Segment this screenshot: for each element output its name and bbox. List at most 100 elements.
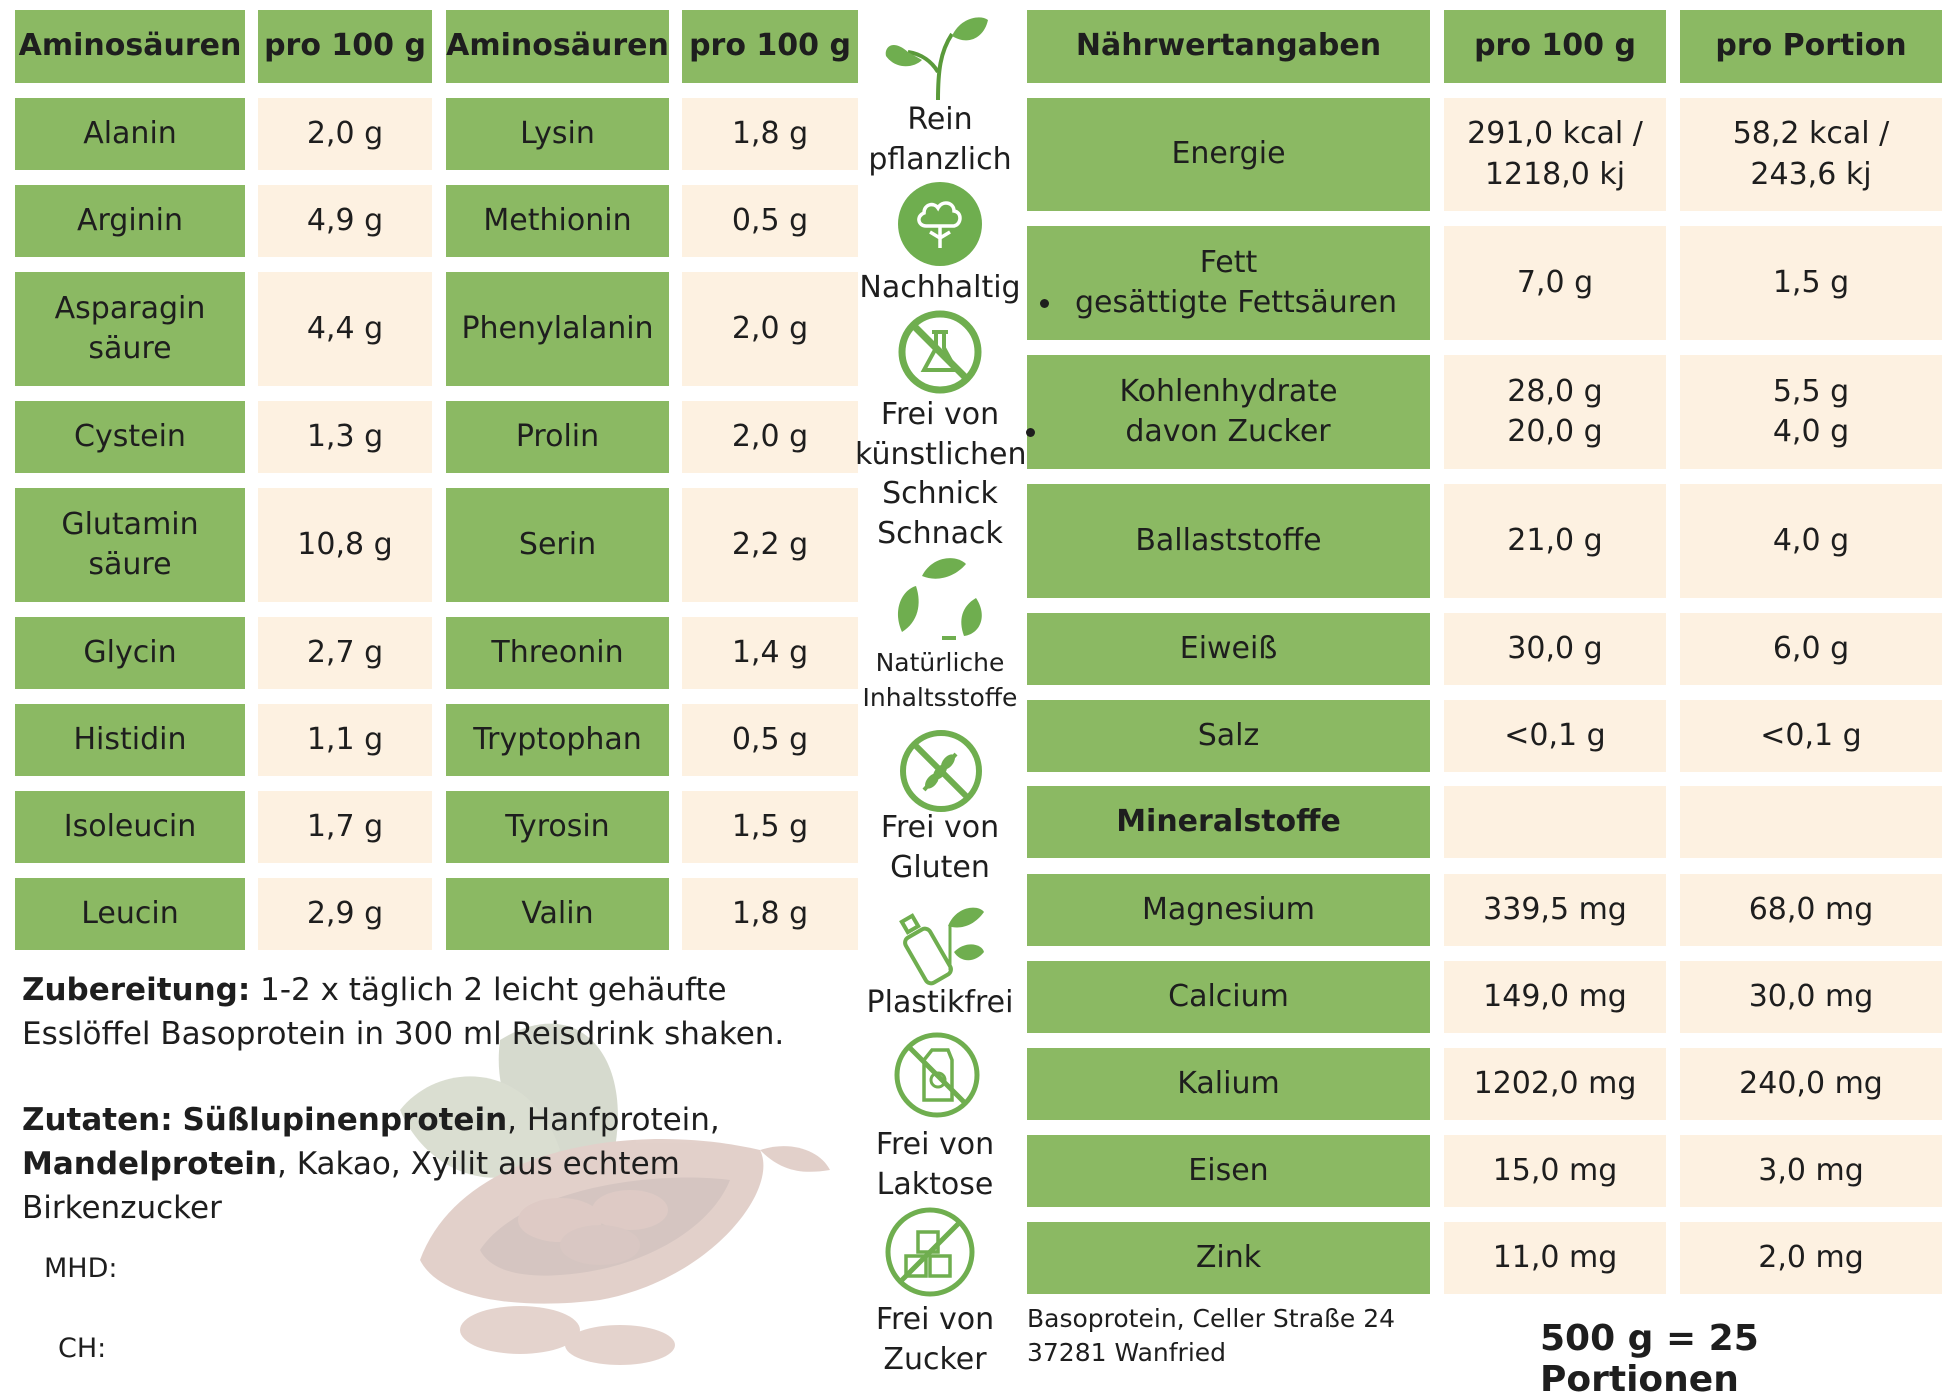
amino-right-value-7: 1,5 g: [682, 791, 858, 863]
amino-right-name-3: Prolin: [446, 401, 669, 473]
mineral-portion-3: 3,0 mg: [1680, 1135, 1942, 1207]
amino-left-header-name: Aminosäuren: [15, 10, 245, 83]
nutrition-fett-name: Fett gesättigte Fettsäuren: [1027, 226, 1430, 340]
address: Basoprotein, Celler Straße 24 37281 Wanf…: [1027, 1302, 1395, 1370]
nutrition-header-name: Nährwertangaben: [1027, 10, 1430, 83]
sugar-free-icon: [885, 1207, 975, 1297]
zubereitung-label: Zubereitung:: [22, 972, 251, 1008]
badge-label-natuerlich: Natürliche Inhaltsstoffe: [862, 648, 1018, 712]
amino-right-name-0: Lysin: [446, 98, 669, 170]
nutrition-ballast-name: Ballaststoffe: [1027, 484, 1430, 598]
no-chemicals-icon: [898, 310, 982, 394]
badge-label-pflanzlich: Rein pflanzlich: [868, 102, 1012, 177]
recycle-leaves-icon: [897, 558, 982, 640]
cotton-plant-icon: [898, 182, 982, 266]
amino-right-name-5: Threonin: [446, 617, 669, 689]
amino-right-name-1: Methionin: [446, 185, 669, 257]
badge-label-plastik: Plastikfrei: [866, 985, 1014, 1020]
zutaten-rest: , Kakao, Xyilit aus echtem Birkenzucker: [22, 1146, 680, 1227]
amino-right-name-4: Serin: [446, 488, 669, 602]
amino-right-value-3: 2,0 g: [682, 401, 858, 473]
amino-right-name-7: Tyrosin: [446, 791, 669, 863]
amino-right-value-2: 2,0 g: [682, 272, 858, 386]
amino-left-value-4: 10,8 g: [258, 488, 432, 602]
nutrition-ballast-100g: 21,0 g: [1444, 484, 1666, 598]
lactose-free-icon: [894, 1032, 980, 1118]
zutaten-item2: Mandelprotein: [22, 1146, 277, 1183]
nutrition-kh-sub: davon Zucker: [1125, 414, 1331, 449]
nutrition-salz-name: Salz: [1027, 700, 1430, 772]
bullet-icon: [1040, 298, 1050, 308]
nutrition-kh-name: Kohlenhydrate davon Zucker: [1026, 355, 1430, 469]
amino-left-value-5: 2,7 g: [258, 617, 432, 689]
badge-label-nachhaltig: Nachhaltig: [859, 270, 1021, 305]
mineral-name-4: Zink: [1027, 1222, 1430, 1294]
amino-left-name-7: Isoleucin: [15, 791, 245, 863]
nutrition-kh-100g-b: 20,0 g: [1507, 414, 1603, 449]
ch-label: CH:: [58, 1333, 107, 1364]
nutrition-energie-name: Energie: [1027, 98, 1430, 211]
plant-sprout-icon: [885, 17, 988, 101]
nutrition-fett-sub: gesättigte Fettsäuren: [1075, 285, 1397, 320]
zutaten-label: Zutaten:: [22, 1102, 173, 1138]
plastic-free-icon: [899, 907, 984, 986]
mineral-v100-1: 149,0 mg: [1444, 961, 1666, 1033]
zutaten-item1: Süßlupinenprotein: [182, 1102, 508, 1138]
nutrition-minerals-header: Mineralstoffe: [1027, 786, 1430, 858]
amino-left-value-0: 2,0 g: [258, 98, 432, 170]
amino-right-value-5: 1,4 g: [682, 617, 858, 689]
mineral-name-2: Kalium: [1027, 1048, 1430, 1120]
badge-label-schnickschnack: Frei von künstlichen Schnick Schnack: [855, 397, 1027, 551]
nutrition-kh-100g-a: 28,0 g: [1507, 373, 1603, 409]
mineral-v100-3: 15,0 mg: [1444, 1135, 1666, 1207]
nutrition-header-100g: pro 100 g: [1444, 10, 1666, 83]
nutrition-kh-portion: 5,5 g 4,0 g: [1680, 355, 1942, 469]
gluten-free-icon: [900, 730, 982, 812]
mineral-portion-0: 68,0 mg: [1680, 874, 1942, 946]
nutrition-ballast-portion: 4,0 g: [1680, 484, 1942, 598]
nutrition-kh-100g: 28,0 g 20,0 g: [1444, 355, 1666, 469]
badge-label-laktose: Frei von Laktose: [875, 1127, 995, 1202]
nutrition-kh-portion-b: 4,0 g: [1772, 414, 1850, 449]
amino-right-value-0: 1,8 g: [682, 98, 858, 170]
amino-left-value-6: 1,1 g: [258, 704, 432, 776]
amino-left-value-8: 2,9 g: [258, 878, 432, 950]
nutrition-salz-portion: <0,1 g: [1680, 700, 1942, 772]
badge-label-gluten: Frei von Gluten: [880, 810, 1000, 885]
amino-left-value-1: 4,9 g: [258, 185, 432, 257]
amino-left-name-1: Arginin: [15, 185, 245, 257]
amino-left-value-7: 1,7 g: [258, 791, 432, 863]
cocoa-pod-illustration: [400, 1023, 830, 1365]
amino-left-value-3: 1,3 g: [258, 401, 432, 473]
nutrition-minerals-empty-100g: [1444, 786, 1666, 858]
bullet-icon: [1026, 427, 1036, 437]
nutrition-salz-100g: <0,1 g: [1444, 700, 1666, 772]
nutrition-eiweiss-name: Eiweiß: [1027, 613, 1430, 685]
mineral-v100-0: 339,5 mg: [1444, 874, 1666, 946]
amino-left-name-3: Cystein: [15, 401, 245, 473]
amino-right-name-6: Tryptophan: [446, 704, 669, 776]
amino-right-name-2: Phenylalanin: [446, 272, 669, 386]
address-line2: 37281 Wanfried: [1027, 1337, 1227, 1367]
nutrition-kh-label: Kohlenhydrate: [1119, 373, 1338, 409]
amino-right-value-4: 2,2 g: [682, 488, 858, 602]
nutrition-energie-portion: 58,2 kcal / 243,6 kj: [1680, 98, 1942, 211]
nutrition-header-portion: pro Portion: [1680, 10, 1942, 83]
portions-summary: 500 g = 25 Portionen: [1540, 1318, 1759, 1400]
nutrition-fett-100g: 7,0 g: [1444, 226, 1666, 340]
address-line1: Basoprotein, Celler Straße 24: [1027, 1304, 1396, 1333]
amino-left-name-6: Histidin: [15, 704, 245, 776]
amino-left-name-4: Glutamin säure: [15, 488, 245, 602]
nutrition-energie-100g: 291,0 kcal / 1218,0 kj: [1444, 98, 1666, 211]
nutrition-fett-label: Fett: [1199, 244, 1258, 280]
amino-left-name-0: Alanin: [15, 98, 245, 170]
nutrition-minerals-empty-portion: [1680, 786, 1942, 858]
amino-left-name-5: Glycin: [15, 617, 245, 689]
amino-right-header-name: Aminosäuren: [446, 10, 669, 83]
amino-right-value-8: 1,8 g: [682, 878, 858, 950]
nutrition-eiweiss-100g: 30,0 g: [1444, 613, 1666, 685]
zubereitung-block: Zubereitung: 1-2 x täglich 2 leicht gehä…: [22, 968, 852, 1056]
badge-label-zucker: Frei von Zucker: [875, 1302, 995, 1377]
zutaten-sep1: , Hanfprotein,: [507, 1102, 720, 1138]
zutaten-block: Zutaten: Süßlupinenprotein, Hanfprotein,…: [22, 1098, 852, 1230]
